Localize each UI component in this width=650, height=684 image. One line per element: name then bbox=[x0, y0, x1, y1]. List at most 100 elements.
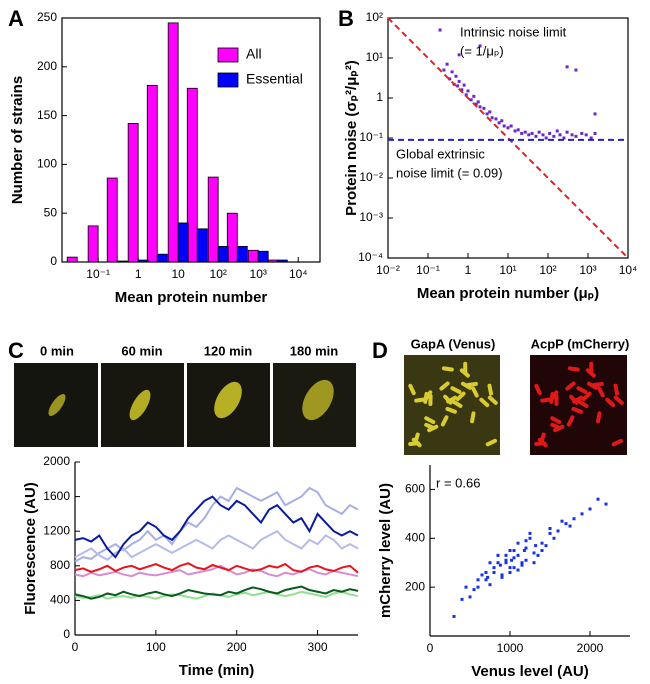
bar bbox=[236, 245, 248, 263]
point bbox=[494, 117, 498, 121]
point bbox=[580, 512, 584, 516]
point bbox=[462, 83, 466, 87]
point bbox=[516, 568, 520, 572]
bar bbox=[137, 259, 149, 263]
point bbox=[516, 553, 520, 557]
point bbox=[496, 553, 500, 557]
point bbox=[497, 121, 501, 125]
cell bbox=[605, 397, 616, 408]
image-label: 120 min bbox=[204, 343, 252, 358]
y-tick-label: 2000 bbox=[43, 454, 70, 468]
point bbox=[498, 563, 502, 567]
point bbox=[509, 124, 513, 128]
y-tick-label: 10⁻³ bbox=[359, 210, 383, 224]
bar bbox=[196, 228, 208, 263]
cell bbox=[585, 368, 596, 378]
x-tick-label: 10¹ bbox=[499, 263, 516, 277]
cell bbox=[487, 383, 494, 396]
cell bbox=[611, 438, 623, 447]
y-tick-label: 600 bbox=[405, 482, 425, 496]
point bbox=[574, 134, 578, 138]
x-tick-label: 10² bbox=[539, 263, 556, 277]
point bbox=[570, 133, 574, 137]
x-axis-label: Mean protein number (μₚ) bbox=[417, 285, 599, 302]
trace bbox=[74, 495, 359, 559]
micrograph bbox=[404, 355, 500, 455]
annotation: r = 0.66 bbox=[436, 475, 480, 490]
cell bbox=[470, 411, 476, 424]
point bbox=[457, 79, 461, 83]
point bbox=[456, 84, 460, 88]
y-axis-label: Number of strains bbox=[9, 76, 26, 204]
bar bbox=[257, 250, 269, 263]
point bbox=[476, 578, 480, 582]
point bbox=[504, 561, 508, 565]
cell bbox=[427, 424, 439, 433]
point bbox=[555, 129, 559, 133]
point bbox=[457, 53, 461, 57]
cell bbox=[576, 386, 588, 394]
point bbox=[548, 531, 552, 535]
trace bbox=[74, 585, 359, 600]
point bbox=[464, 93, 468, 97]
y-tick-label: 100 bbox=[37, 157, 57, 171]
point bbox=[556, 529, 560, 533]
cell bbox=[459, 368, 470, 378]
cell bbox=[471, 386, 479, 398]
bar bbox=[247, 249, 259, 263]
point bbox=[604, 502, 608, 506]
point bbox=[492, 566, 496, 570]
point bbox=[502, 124, 506, 128]
x-tick-label: 0 bbox=[72, 640, 79, 654]
cell bbox=[441, 366, 454, 372]
bar bbox=[87, 225, 99, 263]
y-axis-label: Protein noise (σₚ²/μₚ²) bbox=[343, 60, 360, 216]
point bbox=[438, 28, 442, 32]
point bbox=[504, 553, 508, 557]
x-tick-label: 10³ bbox=[579, 263, 596, 277]
point bbox=[468, 595, 472, 599]
point bbox=[488, 110, 492, 114]
y-tick-label: 1600 bbox=[43, 489, 70, 503]
point bbox=[500, 573, 504, 577]
point bbox=[513, 129, 517, 133]
x-tick-label: 10⁻¹ bbox=[416, 263, 440, 277]
point bbox=[450, 70, 454, 74]
point bbox=[564, 522, 568, 526]
point bbox=[486, 575, 490, 579]
point bbox=[488, 561, 492, 565]
y-tick-label: 10¹ bbox=[366, 50, 383, 64]
point bbox=[482, 106, 486, 110]
x-tick-label: 10² bbox=[210, 267, 227, 281]
bar bbox=[146, 84, 158, 263]
y-tick-label: 400 bbox=[405, 530, 425, 544]
y-tick-label: 10⁻² bbox=[359, 170, 383, 184]
annotation: noise limit (= 0.09) bbox=[396, 165, 503, 180]
point bbox=[464, 585, 468, 589]
annotation: Intrinsic noise limit bbox=[460, 24, 567, 39]
point bbox=[500, 119, 504, 123]
point bbox=[466, 89, 470, 93]
cell bbox=[534, 383, 542, 396]
annotation: (= 1/μₚ) bbox=[460, 43, 504, 58]
point bbox=[552, 134, 556, 138]
cell bbox=[445, 406, 457, 414]
point bbox=[516, 128, 520, 132]
cell bbox=[565, 381, 576, 391]
cell bbox=[129, 389, 151, 421]
x-tick-label: 200 bbox=[227, 640, 247, 654]
point bbox=[490, 116, 494, 120]
point bbox=[504, 558, 508, 562]
cell bbox=[479, 397, 490, 408]
y-tick-label: 10⁻⁴ bbox=[358, 250, 383, 264]
point bbox=[520, 561, 524, 565]
cell bbox=[540, 397, 553, 403]
point bbox=[448, 77, 452, 81]
x-tick-label: 100 bbox=[146, 640, 166, 654]
y-tick-label: 200 bbox=[37, 59, 57, 73]
point bbox=[565, 130, 569, 134]
cell bbox=[591, 381, 604, 388]
point bbox=[500, 575, 504, 579]
x-axis-label: Mean protein number bbox=[115, 289, 268, 306]
